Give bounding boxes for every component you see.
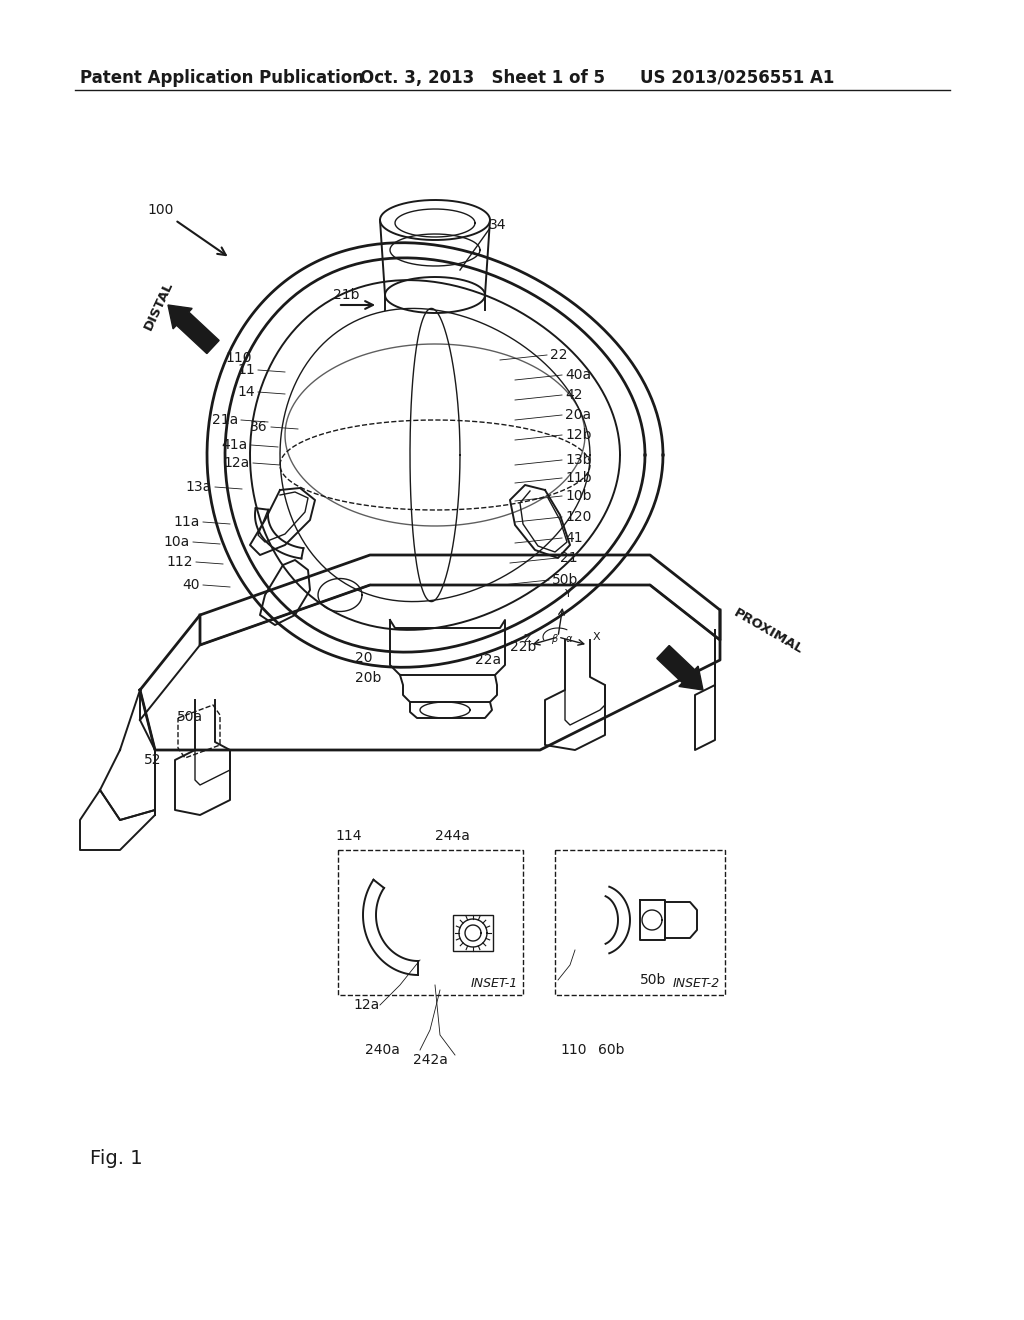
Bar [555, 850, 725, 995]
Text: US 2013/0256551 A1: US 2013/0256551 A1 [640, 69, 835, 87]
Text: 52: 52 [144, 752, 162, 767]
Text: 42: 42 [565, 388, 583, 403]
Text: 10a: 10a [164, 535, 190, 549]
Text: 100: 100 [147, 203, 173, 216]
Text: 50b: 50b [640, 973, 667, 987]
Text: 20a: 20a [565, 408, 591, 422]
Bar [338, 850, 523, 995]
Text: 110: 110 [225, 351, 252, 366]
Text: 22: 22 [550, 348, 567, 362]
Text: 14: 14 [238, 385, 255, 399]
Text: 20: 20 [355, 651, 373, 665]
Text: 10b: 10b [565, 488, 592, 503]
Text: Z: Z [523, 634, 530, 644]
Text: X: X [593, 632, 601, 642]
Text: 21b: 21b [334, 288, 360, 302]
Text: 40: 40 [182, 578, 200, 591]
Text: 50a: 50a [177, 710, 203, 723]
Text: 110: 110 [560, 1043, 587, 1057]
Text: 244a: 244a [435, 829, 470, 843]
Text: 36: 36 [251, 420, 268, 434]
Text: 12b: 12b [565, 428, 592, 442]
Text: 13b: 13b [565, 453, 592, 467]
Text: 240a: 240a [365, 1043, 400, 1057]
Text: DISTAL: DISTAL [142, 280, 176, 333]
Text: 12a: 12a [224, 455, 250, 470]
Text: 114: 114 [335, 829, 361, 843]
Text: 12a: 12a [353, 998, 379, 1012]
Text: Patent Application Publication: Patent Application Publication [80, 69, 364, 87]
Text: 120: 120 [565, 510, 592, 524]
Text: Oct. 3, 2013   Sheet 1 of 5: Oct. 3, 2013 Sheet 1 of 5 [360, 69, 605, 87]
Text: 22b: 22b [510, 640, 537, 653]
Text: INSET-1: INSET-1 [471, 977, 518, 990]
Text: 22a: 22a [475, 653, 501, 667]
FancyArrow shape [168, 305, 219, 354]
Text: 11a: 11a [174, 515, 200, 529]
Text: $\beta$: $\beta$ [551, 632, 559, 645]
Text: 11: 11 [238, 363, 255, 378]
Text: 34: 34 [489, 218, 507, 232]
Text: 112: 112 [167, 554, 193, 569]
Text: 11b: 11b [565, 471, 592, 484]
Text: 60b: 60b [598, 1043, 625, 1057]
Text: 242a: 242a [413, 1053, 447, 1067]
Text: 13a: 13a [185, 480, 212, 494]
Text: $\alpha$: $\alpha$ [565, 634, 573, 644]
FancyArrow shape [656, 645, 703, 690]
Bar [453, 915, 493, 950]
Text: 20b: 20b [355, 671, 381, 685]
Text: Y: Y [565, 589, 571, 599]
Text: 40a: 40a [565, 368, 591, 381]
Text: 41: 41 [565, 531, 583, 545]
Text: Fig. 1: Fig. 1 [90, 1148, 142, 1167]
Text: PROXIMAL: PROXIMAL [732, 606, 806, 656]
Text: 21: 21 [560, 550, 578, 565]
Text: 50b: 50b [552, 573, 579, 587]
Text: 21a: 21a [212, 413, 238, 426]
Text: 41a: 41a [222, 438, 248, 451]
Text: INSET-2: INSET-2 [673, 977, 720, 990]
